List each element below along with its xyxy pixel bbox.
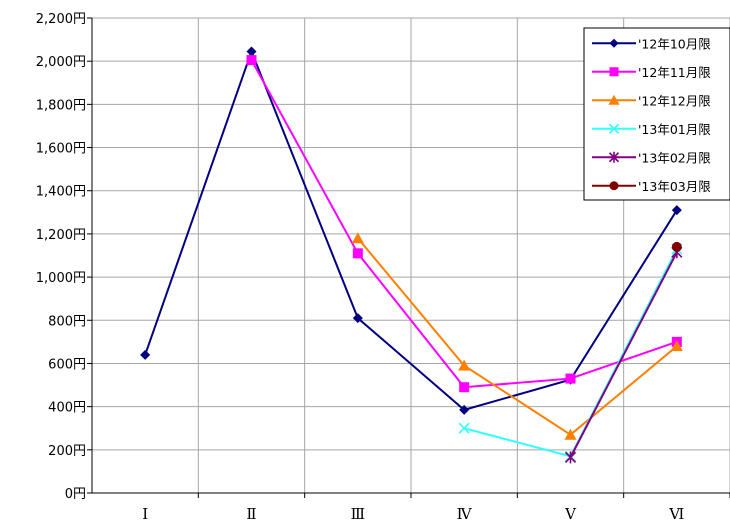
series-line [569,251,678,458]
axes [87,17,730,498]
data-point [565,373,576,384]
legend-item: '12年10月限 [592,36,711,51]
data-point [609,38,619,48]
data-point [671,205,682,216]
data-point [609,181,619,191]
data-point [608,94,620,105]
data-point [459,404,470,415]
legend-label: '12年10月限 [638,36,711,51]
data-point [246,55,257,66]
y-tick-label: 1,000円 [36,271,86,286]
x-category-label: Ⅳ [457,505,473,523]
x-category-label: Ⅱ [246,505,256,523]
data-point [352,313,363,324]
data-point [246,46,257,57]
data-point [564,451,577,464]
y-tick-label: 1,400円 [36,185,86,200]
x-axis-category-labels: Ⅰ Ⅱ Ⅲ Ⅳ Ⅴ Ⅵ [142,505,684,523]
series-line [144,48,678,411]
data-point [140,349,151,360]
x-category-label: Ⅲ [351,505,365,523]
y-axis-tick-labels: 0円 200円 400円 600円 800円 1,000円 1,200円 1,400円 1,60… [36,12,86,502]
series-group [140,46,682,415]
series-group [351,232,683,440]
data-point [670,340,683,352]
data-point [459,382,470,393]
gridlines [92,17,730,493]
data-point [351,232,364,244]
x-category-label: Ⅰ [142,505,148,523]
data-point [671,241,682,252]
legend-item: '12年12月限 [592,93,711,108]
series-group [671,241,682,252]
y-tick-label: 600円 [48,357,86,372]
y-tick-label: 2,200円 [36,12,86,27]
x-category-label: Ⅴ [564,505,577,523]
series-line [357,237,678,436]
y-tick-label: 1,600円 [36,142,86,157]
legend-label: '12年11月限 [638,65,711,80]
y-tick-label: 200円 [48,444,86,459]
data-point [352,248,363,259]
data-point [458,359,471,371]
data-point [609,67,619,77]
legend-item: '13年03月限 [592,179,711,194]
y-tick-label: 1,200円 [36,228,86,243]
data-point [458,422,470,434]
legend-item: '13年01月限 [592,122,711,137]
data-point [564,428,577,440]
legend-label: '13年03月限 [638,179,711,194]
series-lines [140,46,683,464]
y-tick-label: 0円 [65,487,86,502]
legend-item: '13年02月限 [592,150,711,165]
y-tick-label: 1,800円 [36,98,86,113]
y-tick-label: 2,000円 [36,55,86,70]
legend-label: '13年02月限 [638,150,711,165]
data-point [608,123,620,134]
legend-label: '12年12月限 [638,93,711,108]
y-tick-label: 800円 [48,314,86,329]
legend-box [583,27,730,201]
data-point [608,151,620,163]
legend: '12年10月限 '12年11月限 '12年12月限 '13年01月限 '13年02月限… [583,27,730,201]
legend-item: '12年11月限 [592,65,711,80]
x-category-label: Ⅵ [668,505,684,523]
y-tick-label: 400円 [48,401,86,416]
legend-label: '13年01月限 [638,122,711,137]
